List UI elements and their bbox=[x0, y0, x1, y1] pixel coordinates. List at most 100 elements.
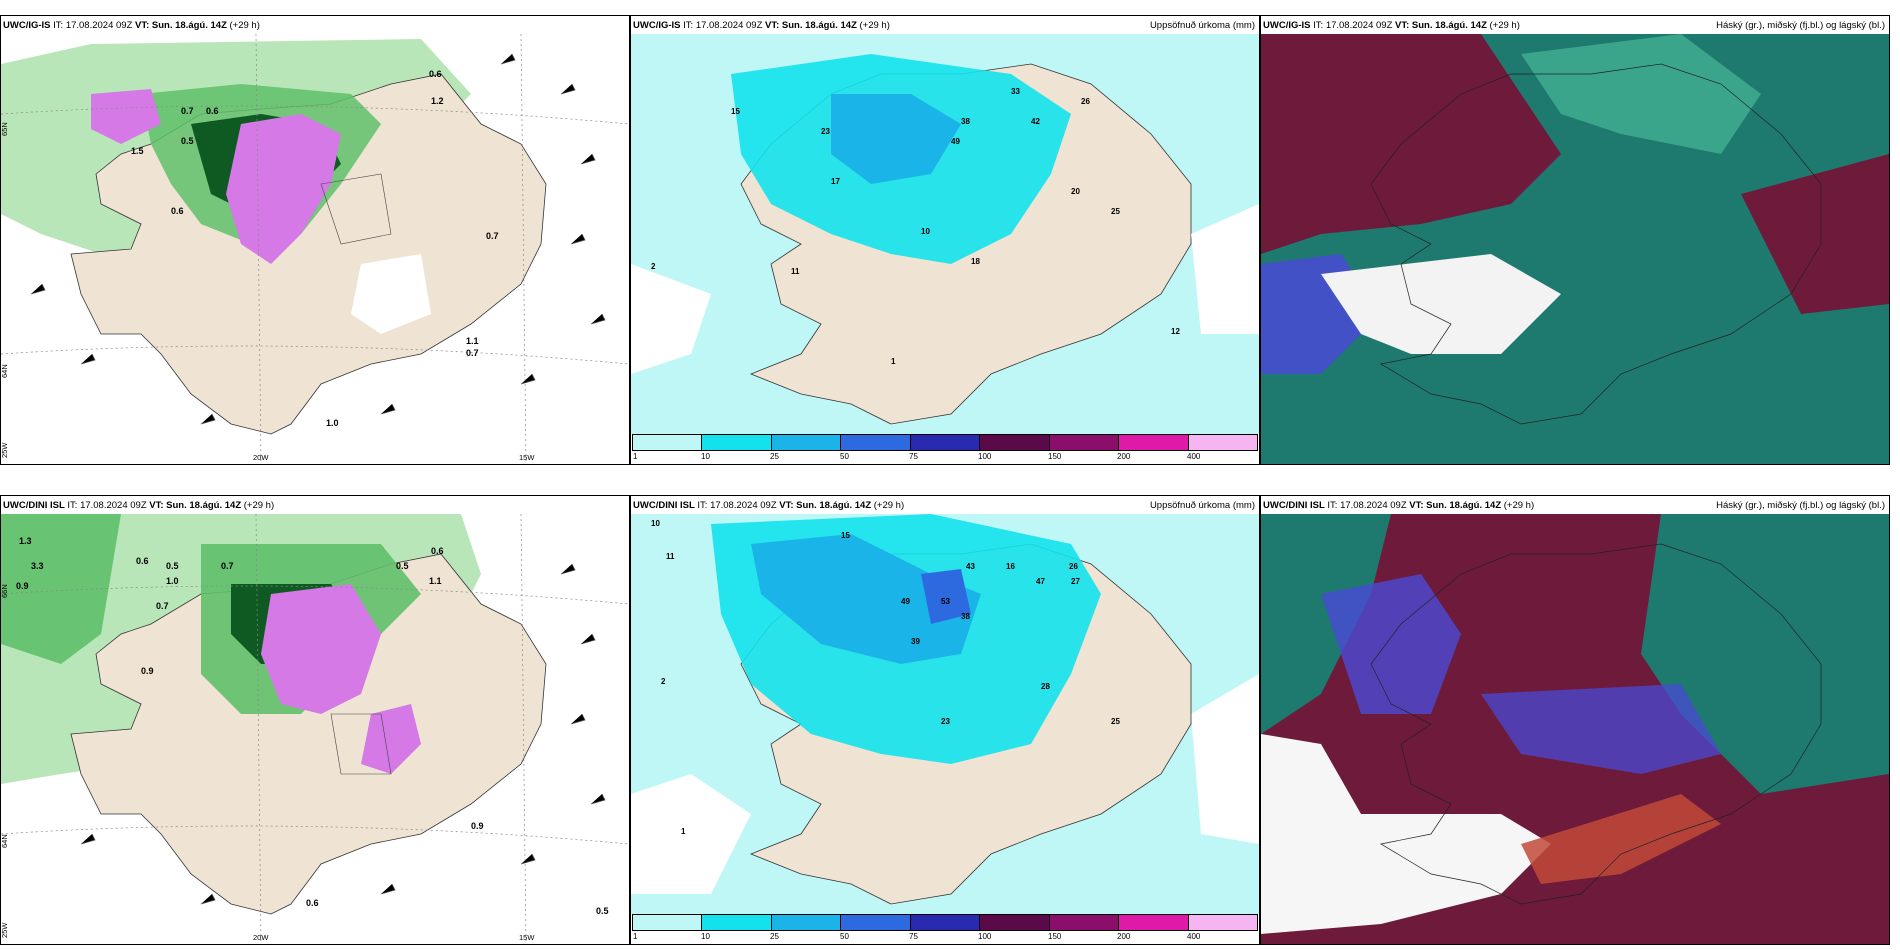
axis-labels: 65N 64N 25W 20W 15W bbox=[1, 122, 535, 462]
valid-time: Sun. 18.ágú. 14Z bbox=[796, 500, 872, 511]
colorbar-label: 10 bbox=[701, 932, 710, 941]
wind-label: 0.6 bbox=[171, 206, 184, 216]
vt-label: VT: bbox=[135, 20, 150, 31]
it-label: IT: bbox=[1327, 500, 1338, 511]
colorbar-bin bbox=[910, 915, 981, 930]
snow-free-area bbox=[351, 254, 431, 334]
lead-time: (+29 h) bbox=[1489, 20, 1520, 31]
precip-value: 10 bbox=[921, 227, 930, 236]
init-time: 17.08.2024 09Z bbox=[80, 500, 147, 511]
high-cloud-area-2 bbox=[1741, 154, 1889, 314]
model-name: UWC/DINI ISL bbox=[633, 500, 695, 511]
wind-label: 3.3 bbox=[31, 561, 44, 571]
colorbar-label: 50 bbox=[840, 932, 849, 941]
iceland-outline bbox=[1370, 543, 1822, 905]
model-name: UWC/DINI ISL bbox=[1263, 500, 1325, 511]
lat-label: 65N bbox=[1, 122, 9, 136]
precip-value: 33 bbox=[1011, 87, 1020, 96]
colorbar-label: 400 bbox=[1187, 452, 1201, 461]
lon-label: 15W bbox=[519, 933, 535, 942]
wind-label: 0.7 bbox=[221, 561, 234, 571]
lon-label: 15W bbox=[519, 453, 535, 462]
model-name: UWC/IG-IS bbox=[3, 20, 51, 31]
clear-area bbox=[1321, 254, 1561, 354]
precip-value: 15 bbox=[841, 531, 850, 540]
low-cloud-red bbox=[1521, 794, 1721, 884]
precip-colorbar: 1 10 25 50 75 100 150 200 400 bbox=[631, 434, 1259, 464]
precip-value: 23 bbox=[821, 127, 830, 136]
colorbar-label: 200 bbox=[1117, 452, 1131, 461]
it-label: IT: bbox=[697, 500, 708, 511]
panel-header: UWC/DINI ISL IT: 17.08.2024 09Z VT: Sun.… bbox=[633, 499, 1255, 513]
valid-time: Sun. 18.ágú. 14Z bbox=[166, 500, 242, 511]
panel-header: UWC/DINI ISL IT: 17.08.2024 09Z VT: Sun.… bbox=[1263, 499, 1885, 513]
colorbar-bin bbox=[702, 435, 772, 450]
model-name: UWC/DINI ISL bbox=[3, 500, 65, 511]
lat-label: 64N bbox=[1, 834, 9, 848]
clear-area bbox=[1261, 734, 1551, 934]
wind-label: 0.5 bbox=[396, 561, 409, 571]
precip-colorbar: 1 10 25 50 75 100 150 200 400 bbox=[631, 914, 1259, 944]
wind-map: 1.3 3.3 0.9 0.6 0.5 0.7 1.0 0.7 0.9 0.6 … bbox=[1, 514, 629, 944]
precip-value: 38 bbox=[961, 612, 970, 621]
precip-value: 11 bbox=[791, 267, 800, 276]
colorbar-bin bbox=[980, 435, 1050, 450]
panel-cloud-ig-is: UWC/IG-IS IT: 17.08.2024 09Z VT: Sun. 18… bbox=[1260, 15, 1890, 465]
precip-value: 49 bbox=[901, 597, 910, 606]
colorbar-label: 1 bbox=[633, 932, 638, 941]
axis-labels: 66N 64N 25W 20W 15W bbox=[1, 584, 535, 942]
vt-label: VT: bbox=[1395, 20, 1410, 31]
wind-value-labels: 1.3 3.3 0.9 0.6 0.5 0.7 1.0 0.7 0.9 0.6 … bbox=[16, 536, 609, 916]
precip-map: 10 11 15 16 47 26 27 53 43 38 39 49 28 2… bbox=[631, 514, 1259, 914]
wind-label: 0.6 bbox=[206, 106, 219, 116]
it-label: IT: bbox=[67, 500, 78, 511]
colorbar-bin bbox=[702, 915, 772, 930]
wind-label: 0.7 bbox=[181, 106, 194, 116]
colorbar-label: 1 bbox=[633, 452, 638, 461]
precip-values: 33 26 42 38 49 23 15 17 10 25 20 18 11 1… bbox=[651, 87, 1180, 366]
colorbar-bin bbox=[980, 915, 1050, 930]
colorbar-bin bbox=[1119, 435, 1189, 450]
wind-label: 0.9 bbox=[141, 666, 154, 676]
wind-label: 0.7 bbox=[156, 601, 169, 611]
precip-value: 16 bbox=[1006, 562, 1015, 571]
snow-area-1 bbox=[226, 114, 341, 264]
precip-value: 49 bbox=[951, 137, 960, 146]
panel-subtitle: Háský (gr.), miðský (fj.bl.) og lágský (… bbox=[1716, 500, 1885, 511]
wind-label: 0.7 bbox=[486, 231, 499, 241]
colorbar-label: 50 bbox=[840, 452, 849, 461]
cloud-map bbox=[1261, 34, 1889, 464]
colorbar-bin bbox=[1049, 915, 1120, 930]
lat-lon-grid bbox=[1, 34, 629, 464]
precip-value: 2 bbox=[651, 262, 656, 271]
precip-value: 25 bbox=[1111, 717, 1120, 726]
mid-cloud-bright bbox=[1521, 34, 1761, 154]
lead-time: (+29 h) bbox=[243, 500, 275, 511]
hail-hatch bbox=[330, 713, 392, 775]
cloud-map bbox=[1261, 514, 1889, 944]
panel-subtitle: Háský (gr.), miðský (fj.bl.) og lágský (… bbox=[1716, 20, 1885, 31]
wind-label: 0.6 bbox=[306, 898, 319, 908]
precip-value: 47 bbox=[1036, 577, 1045, 586]
init-time: 17.08.2024 09Z bbox=[695, 20, 763, 31]
lon-label: 20W bbox=[253, 453, 269, 462]
wind-label: 0.6 bbox=[431, 546, 444, 556]
valid-time: Sun. 18.ágú. 14Z bbox=[781, 20, 857, 31]
wind-label: 1.3 bbox=[19, 536, 32, 546]
it-label: IT: bbox=[1313, 20, 1324, 31]
colorbar-bin bbox=[1119, 915, 1189, 930]
wind-label: 0.6 bbox=[429, 69, 442, 79]
lat-label: 64N bbox=[1, 364, 9, 378]
precip-light-sea-2 bbox=[1191, 674, 1259, 844]
wind-label: 1.5 bbox=[131, 146, 144, 156]
lead-time: (+29 h) bbox=[859, 20, 890, 31]
panel-subtitle: Uppsöfnuð úrkoma (mm) bbox=[1149, 500, 1255, 511]
colorbar-bin bbox=[771, 915, 842, 930]
panel-header: UWC/IG-IS IT: 17.08.2024 09Z VT: Sun. 18… bbox=[1263, 19, 1885, 33]
colorbar-label: 75 bbox=[909, 932, 918, 941]
init-time: 17.08.2024 09Z bbox=[710, 500, 777, 511]
iceland-outline bbox=[1370, 63, 1822, 425]
precip-light-sea bbox=[631, 264, 711, 374]
vt-label: VT: bbox=[779, 500, 794, 511]
precip-value: 26 bbox=[1081, 97, 1090, 106]
